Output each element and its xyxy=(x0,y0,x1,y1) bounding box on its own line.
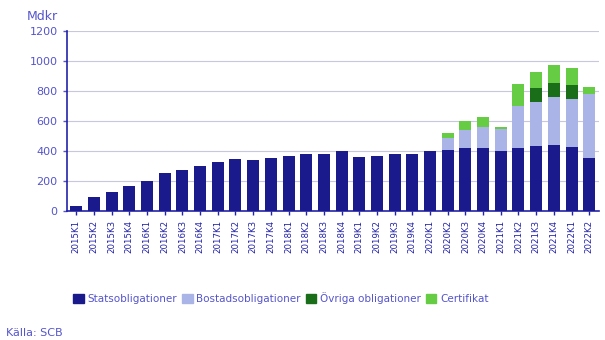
Bar xyxy=(530,146,542,211)
Bar xyxy=(566,147,578,211)
Bar xyxy=(548,83,560,98)
Bar xyxy=(247,160,259,211)
Bar xyxy=(495,129,507,152)
Bar xyxy=(512,106,525,149)
Bar xyxy=(477,117,489,127)
Bar xyxy=(548,98,560,145)
Bar xyxy=(353,157,365,211)
Bar xyxy=(283,156,295,211)
Bar xyxy=(530,102,542,146)
Bar xyxy=(106,192,117,211)
Bar xyxy=(459,131,471,149)
Bar xyxy=(566,68,578,85)
Legend: Statsobligationer, Bostadsobligationer, Övriga obligationer, Certifikat: Statsobligationer, Bostadsobligationer, … xyxy=(69,288,493,308)
Bar xyxy=(70,206,82,211)
Bar xyxy=(566,85,578,99)
Bar xyxy=(424,151,436,211)
Bar xyxy=(512,84,525,106)
Bar xyxy=(512,149,525,211)
Bar xyxy=(442,150,454,211)
Text: Källa: SCB: Källa: SCB xyxy=(6,328,63,338)
Bar xyxy=(177,170,188,211)
Bar xyxy=(123,186,136,211)
Bar xyxy=(530,72,542,88)
Bar xyxy=(442,138,454,150)
Bar xyxy=(371,156,383,211)
Bar xyxy=(459,149,471,211)
Bar xyxy=(141,181,153,211)
Bar xyxy=(229,159,241,211)
Bar xyxy=(530,88,542,102)
Bar xyxy=(566,99,578,147)
Bar xyxy=(265,158,277,211)
Bar xyxy=(583,94,595,158)
Bar xyxy=(459,121,471,131)
Bar xyxy=(583,158,595,211)
Bar xyxy=(442,133,454,138)
Bar xyxy=(159,173,171,211)
Text: Mdkr: Mdkr xyxy=(27,11,57,23)
Bar xyxy=(548,145,560,211)
Bar xyxy=(477,127,489,148)
Bar xyxy=(548,65,560,83)
Bar xyxy=(388,154,401,211)
Bar xyxy=(336,152,348,211)
Bar xyxy=(583,87,595,94)
Bar xyxy=(194,166,206,211)
Bar xyxy=(495,128,507,129)
Bar xyxy=(300,154,312,211)
Bar xyxy=(212,162,224,211)
Bar xyxy=(88,197,100,211)
Bar xyxy=(318,154,330,211)
Bar xyxy=(477,148,489,211)
Bar xyxy=(407,154,419,211)
Bar xyxy=(495,152,507,211)
